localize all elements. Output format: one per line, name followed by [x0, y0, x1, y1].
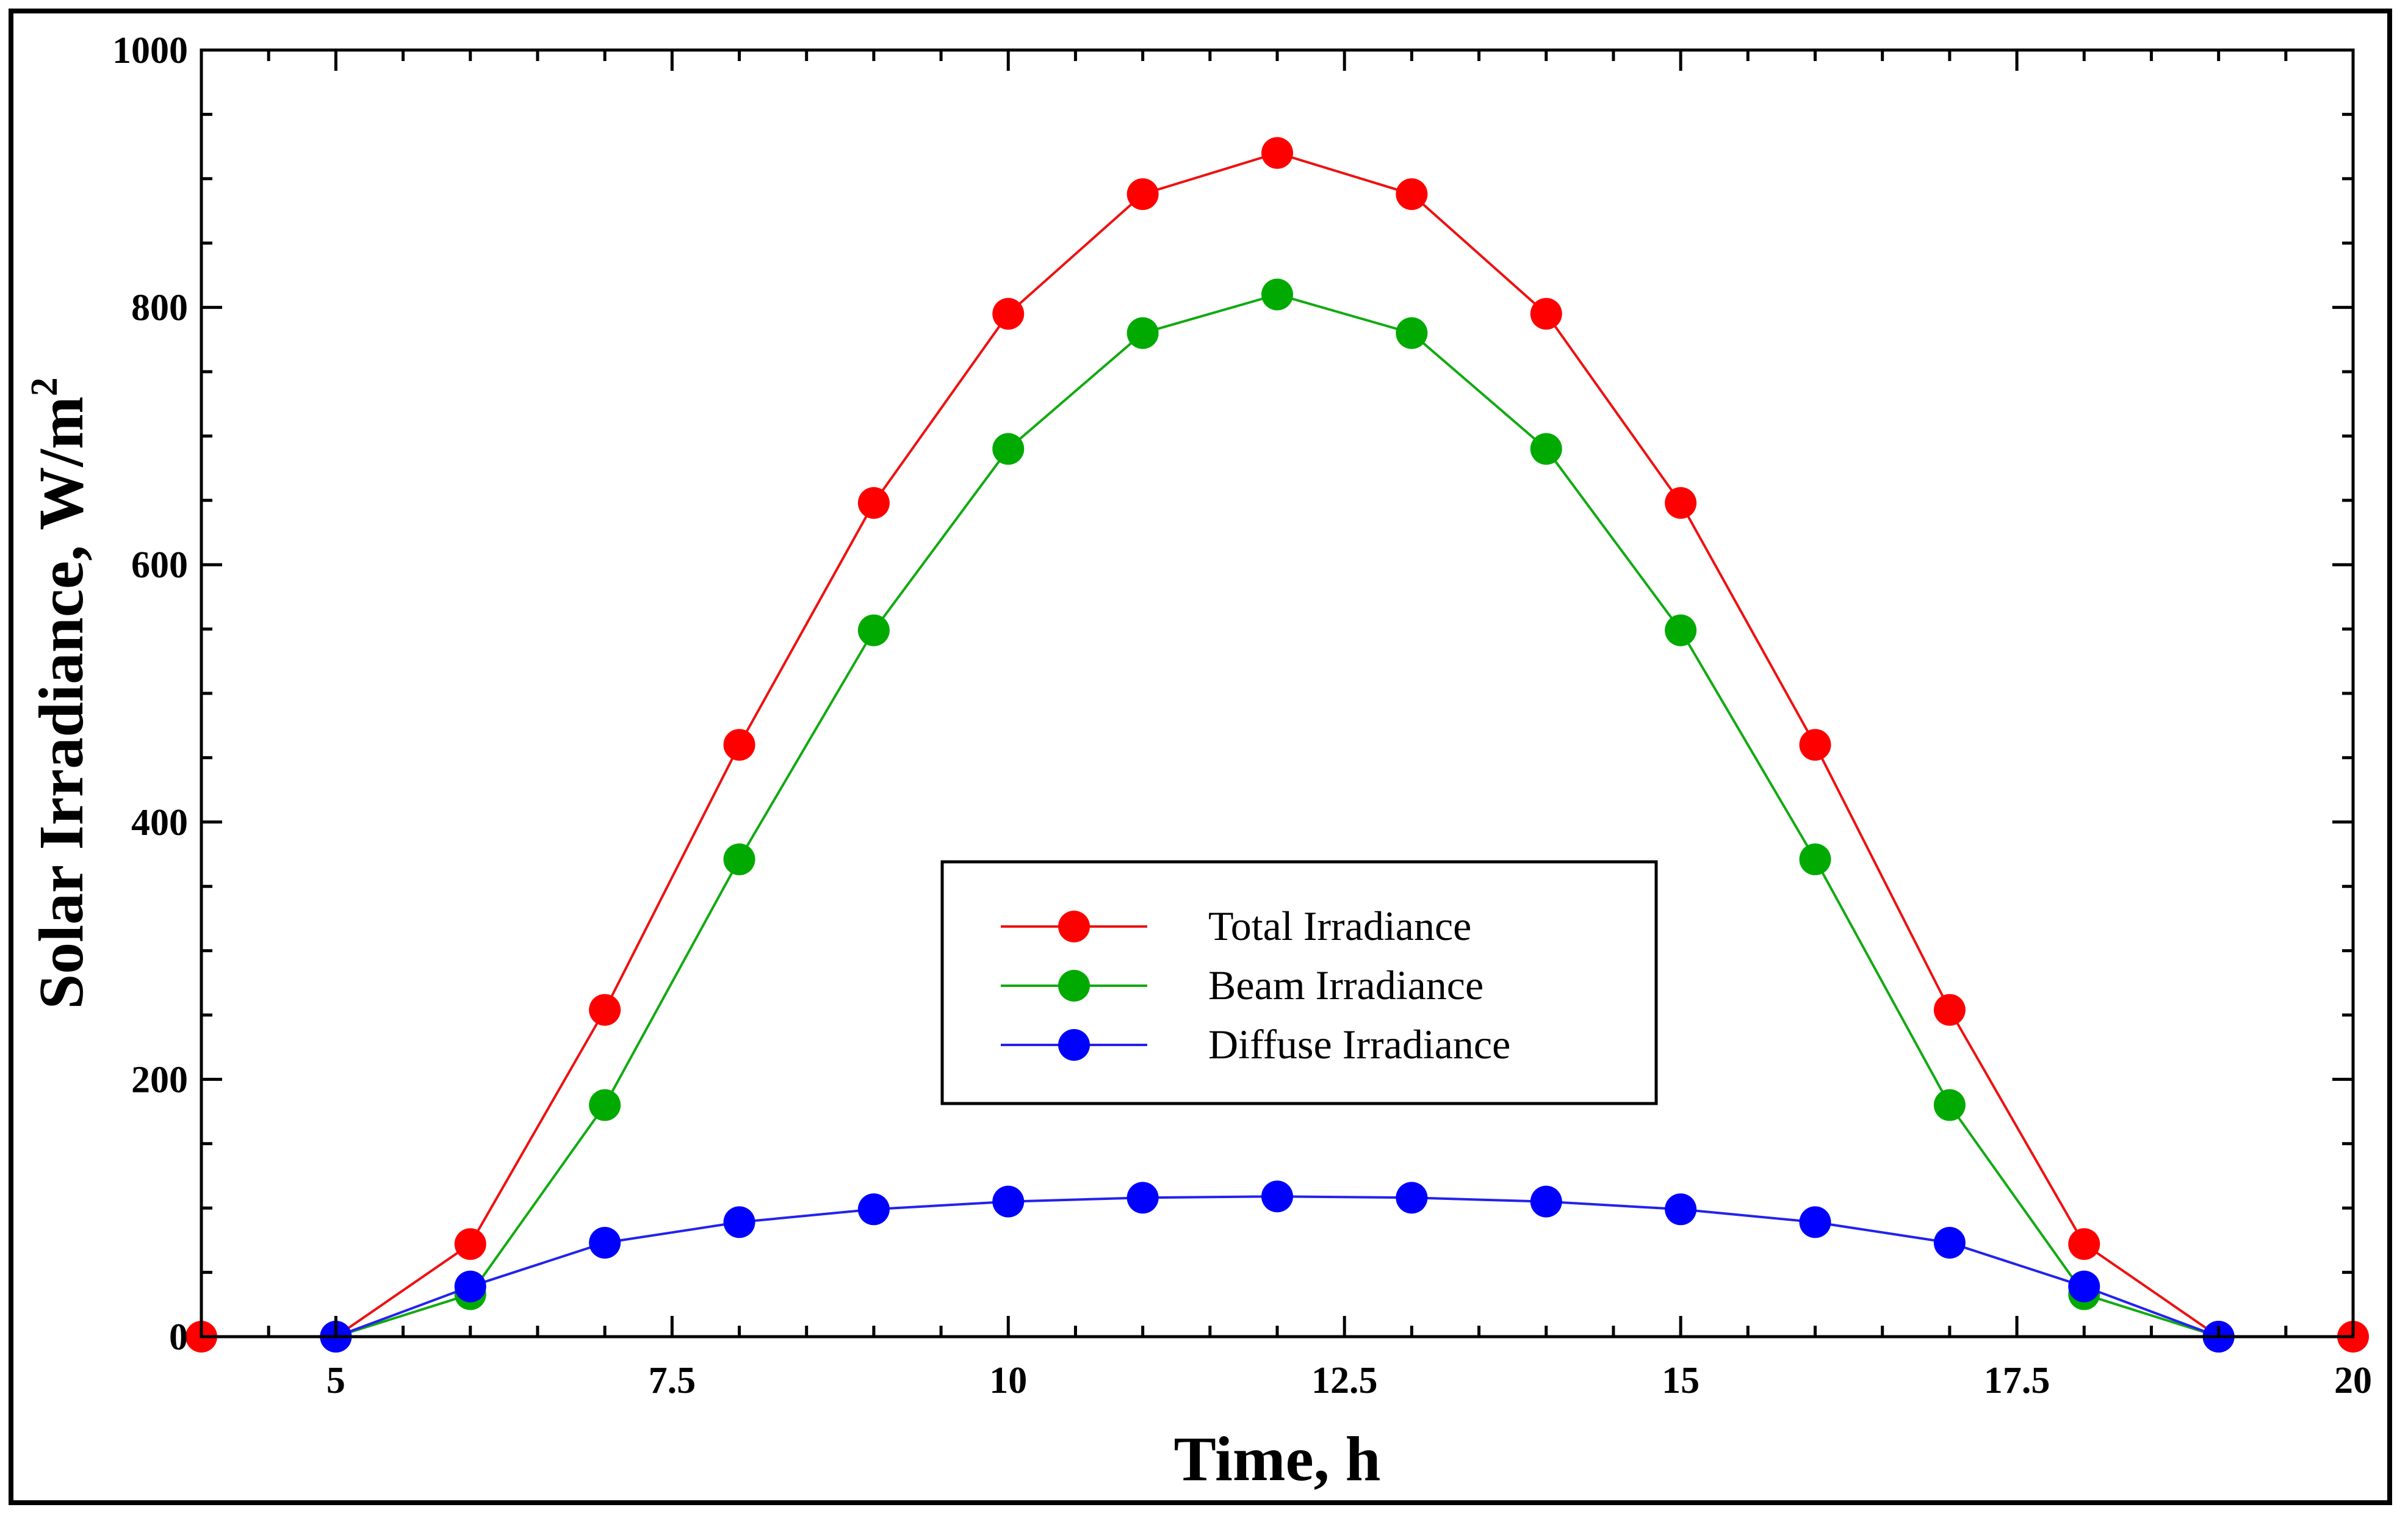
- data-point: [723, 1206, 755, 1238]
- data-point: [589, 1227, 621, 1259]
- data-point: [992, 298, 1025, 330]
- x-tick-label: 5: [326, 1360, 345, 1401]
- y-tick-label: 600: [131, 544, 188, 586]
- y-tick-label: 0: [169, 1317, 188, 1358]
- data-point: [1665, 1193, 1697, 1226]
- y-tick-label: 200: [131, 1059, 188, 1100]
- series-diffuse-irradiance: [320, 1180, 2235, 1353]
- data-point: [1126, 178, 1159, 211]
- legend-marker: [1058, 1029, 1090, 1061]
- data-point: [1665, 487, 1697, 519]
- plot-area: [200, 48, 2355, 1339]
- y-tick-label: 1000: [112, 30, 188, 71]
- y-tick-label: 400: [131, 802, 188, 844]
- data-point: [2068, 1228, 2100, 1260]
- data-point: [723, 729, 755, 761]
- data-point: [857, 1193, 890, 1226]
- data-point: [1396, 317, 1428, 349]
- data-point: [1799, 1206, 1831, 1238]
- legend-label: Beam Irradiance: [1208, 962, 1483, 1008]
- data-point: [1530, 298, 1562, 330]
- legend-item: Total Irradiance: [1001, 903, 1471, 949]
- data-point: [1530, 1185, 1562, 1218]
- data-point: [1261, 137, 1293, 169]
- x-tick-label: 12.5: [1311, 1360, 1378, 1401]
- data-point: [1126, 1182, 1159, 1214]
- data-point: [589, 1089, 621, 1121]
- data-point: [723, 843, 755, 875]
- x-tick-label: 15: [1662, 1360, 1700, 1401]
- data-point: [1933, 1089, 1966, 1121]
- ticks-layer: [200, 48, 2355, 1339]
- x-tick-label: 20: [2334, 1360, 2372, 1401]
- data-point: [1126, 317, 1159, 349]
- data-point: [454, 1270, 486, 1302]
- legend-items: Total Irradiance Beam Irradiance Diffuse I…: [1001, 903, 1510, 1068]
- y-axis-title-main: Solar Irradiance, W/m: [26, 396, 96, 1009]
- data-point: [1261, 1180, 1293, 1213]
- legend-label: Diffuse Irradiance: [1208, 1021, 1510, 1068]
- data-point: [1665, 614, 1697, 646]
- y-axis-title: Solar Irradiance, W/m2: [24, 377, 96, 1009]
- series-line: [201, 151, 2353, 1338]
- x-tick-label: 10: [989, 1360, 1027, 1401]
- data-point: [1530, 433, 1562, 465]
- data-point: [1396, 1182, 1428, 1214]
- series-line: [335, 293, 2219, 1338]
- legend-marker: [1058, 970, 1090, 1002]
- data-point: [2068, 1270, 2100, 1302]
- y-axis-title-sup: 2: [24, 377, 65, 396]
- data-point: [992, 433, 1025, 465]
- data-point: [857, 614, 890, 646]
- data-point: [1396, 178, 1428, 211]
- x-tick-label: 7.5: [649, 1360, 696, 1401]
- data-point: [992, 1185, 1025, 1218]
- legend: Total Irradiance Beam Irradiance Diffuse I…: [940, 860, 1658, 1105]
- data-point: [1799, 843, 1831, 875]
- legend-item: Diffuse Irradiance: [1001, 1021, 1510, 1068]
- data-point: [589, 994, 621, 1026]
- data-point: [1261, 278, 1293, 311]
- legend-label: Total Irradiance: [1208, 903, 1471, 949]
- series-layer: [186, 137, 2369, 1353]
- x-tick-label: 17.5: [1984, 1360, 2050, 1401]
- data-point: [1933, 994, 1966, 1026]
- x-axis-title: Time, h: [1173, 1424, 1380, 1494]
- data-point: [1799, 729, 1831, 761]
- legend-item: Beam Irradiance: [1001, 962, 1483, 1008]
- series-line: [335, 1195, 2219, 1338]
- data-point: [454, 1228, 486, 1260]
- figure-frame: [9, 9, 2392, 1505]
- legend-marker: [1058, 911, 1090, 942]
- data-point: [857, 487, 890, 519]
- series-total-irradiance: [186, 137, 2369, 1353]
- y-tick-label: 800: [131, 287, 188, 329]
- data-point: [1933, 1227, 1966, 1259]
